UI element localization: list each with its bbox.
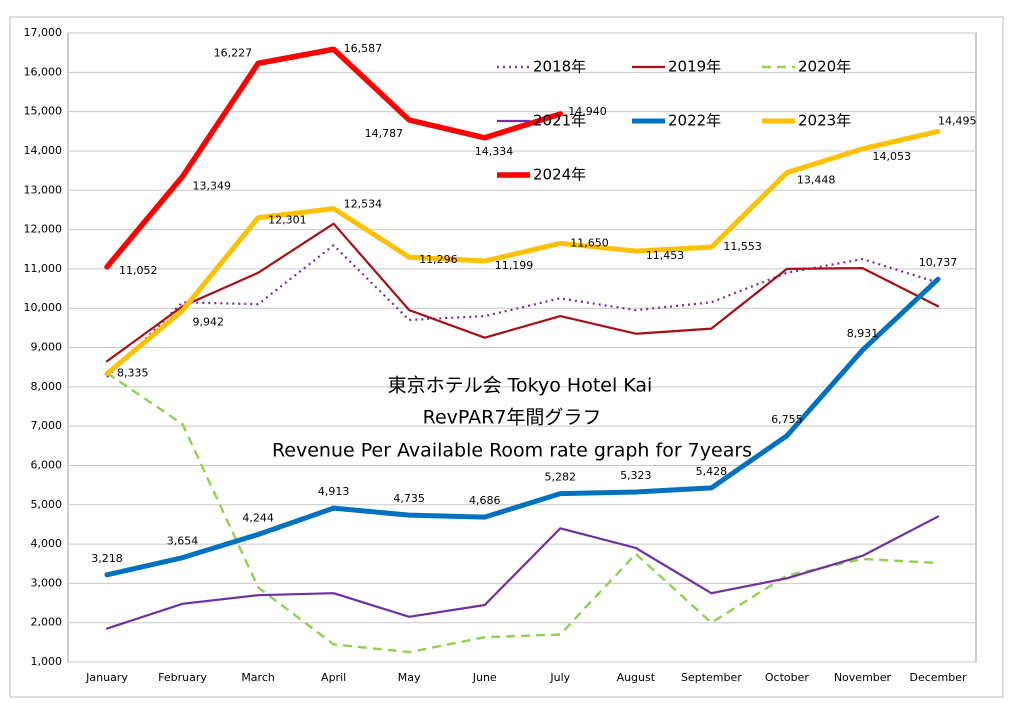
legend-label: 2020年 — [798, 58, 851, 76]
legend-label: 2023年 — [798, 112, 851, 130]
y-tick-label: 13,000 — [24, 183, 63, 196]
x-tick-label: June — [472, 671, 497, 684]
y-tick-label: 11,000 — [24, 262, 63, 275]
y-tick-label: 15,000 — [24, 105, 63, 118]
data-label: 16,227 — [214, 46, 253, 59]
y-tick-label: 12,000 — [24, 223, 63, 236]
data-label: 12,534 — [344, 198, 383, 211]
y-tick-label: 16,000 — [24, 65, 63, 78]
x-tick-label: April — [321, 671, 346, 684]
title: 東京ホテル会 Tokyo Hotel Kai — [388, 375, 653, 397]
title: Revenue Per Available Room rate graph fo… — [272, 440, 752, 462]
y-tick-label: 8,000 — [31, 380, 63, 393]
y-tick-label: 5,000 — [31, 498, 63, 511]
y-tick-label: 10,000 — [24, 301, 63, 314]
data-label: 11,453 — [646, 249, 685, 262]
x-tick-label: August — [617, 671, 656, 684]
legend-label: 2024年 — [533, 166, 586, 184]
data-label: 9,942 — [193, 315, 225, 328]
data-label: 4,686 — [469, 494, 501, 507]
x-tick-label: July — [549, 671, 570, 684]
y-tick-label: 2,000 — [31, 616, 63, 629]
series-line — [105, 515, 940, 630]
series-line — [106, 244, 939, 378]
y-tick-label: 17,000 — [24, 26, 63, 39]
x-tick-label: March — [241, 671, 275, 684]
y-tick-label: 6,000 — [31, 458, 63, 471]
data-label: 16,587 — [344, 42, 383, 55]
x-tick-label: September — [681, 671, 742, 684]
y-tick-label: 4,000 — [31, 537, 63, 550]
data-label: 14,334 — [475, 145, 514, 158]
x-tick-label: January — [85, 671, 128, 684]
y-tick-label: 7,000 — [31, 419, 63, 432]
series-line — [104, 46, 564, 270]
data-label: 8,335 — [117, 367, 149, 380]
data-label: 14,940 — [568, 105, 607, 118]
data-label: 11,296 — [419, 253, 458, 266]
data-label: 4,735 — [393, 492, 425, 505]
y-tick-label: 14,000 — [24, 144, 63, 157]
y-tick-label: 9,000 — [31, 341, 63, 354]
data-label: 4,244 — [242, 511, 274, 524]
x-tick-label: December — [909, 671, 967, 684]
data-label: 14,495 — [938, 114, 977, 127]
data-label: 6,755 — [771, 413, 803, 426]
legend-label: 2018年 — [533, 58, 586, 76]
data-label: 10,737 — [919, 256, 958, 269]
legend-label: 2021年 — [533, 112, 586, 130]
y-tick-label: 1,000 — [31, 655, 63, 668]
data-label: 11,553 — [723, 240, 762, 253]
data-label: 4,913 — [318, 485, 350, 498]
y-tick-label: 3,000 — [31, 576, 63, 589]
series-line — [104, 276, 941, 578]
x-tick-label: May — [398, 671, 421, 684]
data-label: 3,218 — [91, 552, 123, 565]
data-label: 13,349 — [193, 180, 232, 193]
data-label: 11,650 — [570, 236, 609, 249]
legend-label: 2022年 — [668, 112, 721, 130]
data-label: 5,428 — [696, 465, 728, 478]
x-tick-label: October — [765, 671, 809, 684]
series-line — [104, 128, 941, 377]
title: RevPAR7年間グラフ — [423, 407, 602, 429]
data-label: 14,053 — [872, 150, 911, 163]
data-label: 14,787 — [365, 127, 404, 140]
data-label: 12,301 — [268, 214, 307, 227]
series-line — [105, 222, 940, 363]
x-tick-label: February — [158, 671, 207, 684]
data-label: 11,199 — [495, 259, 534, 272]
data-label: 11,052 — [119, 264, 158, 277]
data-label: 5,282 — [545, 471, 577, 484]
data-label: 3,654 — [167, 535, 199, 548]
data-label: 8,931 — [847, 327, 879, 340]
legend-label: 2019年 — [668, 58, 721, 76]
data-label: 5,323 — [620, 469, 652, 482]
x-tick-label: November — [834, 671, 892, 684]
data-label: 13,448 — [797, 174, 836, 187]
series-line — [106, 372, 939, 654]
